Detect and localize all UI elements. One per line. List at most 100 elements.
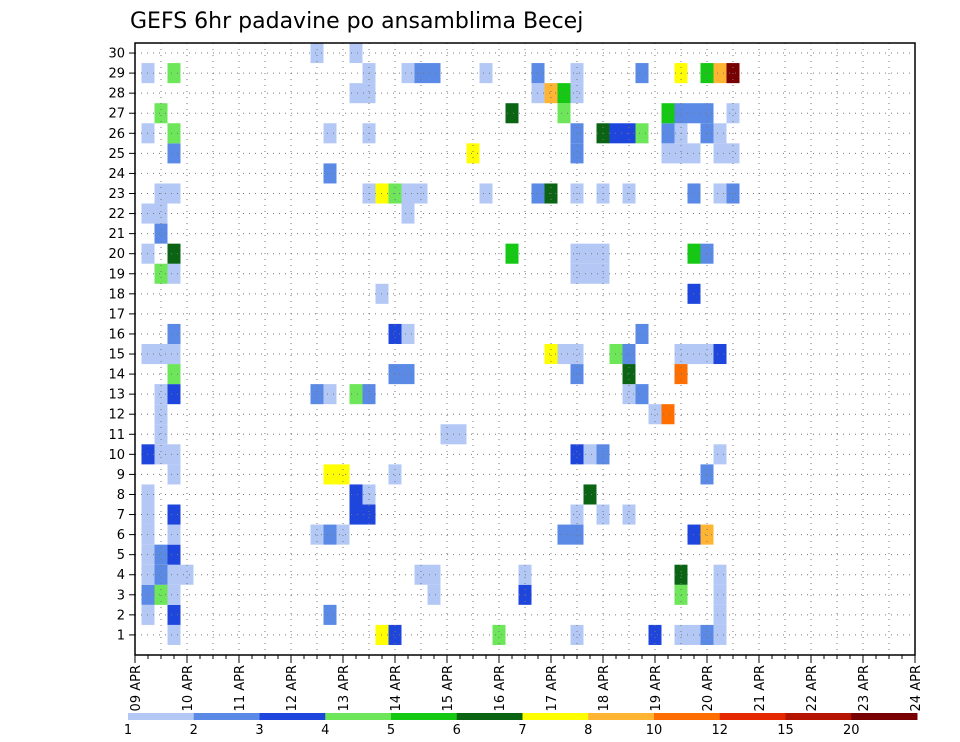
heatmap-cell bbox=[388, 323, 402, 344]
x-tick-label: 16 APR bbox=[493, 665, 508, 711]
heatmap-cell bbox=[401, 364, 415, 385]
colorbar-segment bbox=[654, 713, 721, 720]
heatmap-cell bbox=[661, 143, 675, 164]
y-tick-label: 2 bbox=[117, 608, 125, 623]
heatmap-cell bbox=[154, 263, 168, 284]
colorbar-segment bbox=[259, 713, 326, 720]
heatmap-cell bbox=[323, 123, 337, 144]
heatmap-cell bbox=[557, 83, 571, 104]
y-tick-label: 19 bbox=[108, 267, 125, 282]
colorbar-segment bbox=[719, 713, 786, 720]
heatmap-cell bbox=[154, 103, 168, 124]
x-tick-label: 18 APR bbox=[597, 665, 612, 711]
x-axis-ticks: 09 APR 10 APR 11 APR 12 APR 13 APR 14 APR 15 A… bbox=[129, 655, 924, 711]
heatmap-cell bbox=[479, 63, 493, 84]
y-tick-label: 27 bbox=[108, 107, 125, 122]
heatmap-cell bbox=[700, 464, 714, 485]
heatmap-cell bbox=[388, 624, 402, 645]
heatmap-cell bbox=[700, 624, 714, 645]
y-tick-label: 1 bbox=[117, 628, 125, 643]
heatmap-cell bbox=[427, 564, 441, 585]
heatmap-cell bbox=[154, 544, 168, 565]
colorbar-label: 7 bbox=[518, 723, 526, 738]
y-tick-label: 30 bbox=[108, 47, 125, 62]
x-tick-label: 21 APR bbox=[753, 665, 768, 711]
y-tick-label: 5 bbox=[117, 548, 125, 563]
y-tick-label: 9 bbox=[117, 468, 125, 483]
colorbar-label: 4 bbox=[321, 723, 329, 738]
heatmap-cell bbox=[167, 343, 181, 365]
heatmap-cell bbox=[661, 103, 675, 124]
heatmap-cell bbox=[570, 263, 584, 284]
colorbar-label: 3 bbox=[255, 723, 263, 738]
y-tick-label: 14 bbox=[108, 368, 125, 383]
heatmap-cell bbox=[167, 364, 181, 385]
colorbar-segment bbox=[128, 713, 195, 720]
heatmap-cell bbox=[635, 323, 649, 344]
heatmap-cell bbox=[323, 524, 337, 545]
x-tick-label: 10 APR bbox=[181, 665, 196, 711]
colorbar-segment bbox=[785, 713, 852, 720]
heatmap-cell bbox=[349, 484, 363, 505]
y-tick-label: 18 bbox=[108, 287, 125, 302]
heatmap-cell bbox=[713, 564, 727, 585]
colorbar-label: 2 bbox=[190, 723, 198, 738]
colorbar-label: 8 bbox=[584, 723, 592, 738]
heatmap-cell bbox=[544, 83, 558, 104]
heatmap-cell bbox=[713, 584, 727, 605]
heatmap-cell bbox=[661, 123, 675, 144]
heatmap-cell bbox=[713, 624, 727, 645]
x-tick-label: 15 APR bbox=[441, 665, 456, 711]
heatmap-cell bbox=[414, 564, 428, 585]
x-tick-label: 14 APR bbox=[389, 665, 404, 711]
heatmap-cell bbox=[583, 243, 597, 264]
y-tick-label: 23 bbox=[108, 187, 125, 202]
heatmap-cell bbox=[310, 524, 324, 545]
heatmap-cell bbox=[154, 564, 168, 585]
x-tick-label: 13 APR bbox=[337, 665, 352, 711]
y-tick-label: 15 bbox=[108, 348, 125, 363]
x-tick-label: 09 APR bbox=[129, 665, 144, 711]
heatmap-cell bbox=[323, 384, 337, 405]
heatmap-cell bbox=[167, 524, 181, 545]
heatmap-cell bbox=[336, 464, 350, 485]
heatmap-cell bbox=[570, 524, 584, 545]
colorbar-segment bbox=[193, 713, 260, 720]
y-tick-label: 20 bbox=[108, 247, 125, 262]
heatmap-cell bbox=[401, 63, 415, 84]
y-tick-label: 10 bbox=[108, 448, 125, 463]
heatmap-cell bbox=[713, 444, 727, 465]
x-tick-label: 24 APR bbox=[909, 665, 924, 711]
colorbar-label: 1 bbox=[124, 723, 132, 738]
heatmap-cell bbox=[583, 484, 597, 505]
y-tick-label: 3 bbox=[117, 588, 125, 603]
heatmap-cell bbox=[570, 444, 584, 465]
x-tick-label: 19 APR bbox=[649, 665, 664, 711]
colorbar-label: 10 bbox=[646, 723, 663, 738]
y-tick-label: 11 bbox=[108, 428, 125, 443]
heatmap-cell bbox=[167, 464, 181, 485]
heatmap-cell bbox=[622, 384, 636, 405]
y-tick-label: 24 bbox=[108, 167, 125, 182]
heatmap-cell bbox=[154, 584, 168, 605]
y-tick-label: 25 bbox=[108, 147, 125, 162]
heatmap-cell bbox=[622, 343, 636, 365]
colorbar-segment bbox=[325, 713, 392, 720]
heatmap-cell bbox=[583, 444, 597, 465]
y-tick-label: 29 bbox=[108, 67, 125, 82]
heatmap-cell bbox=[479, 183, 493, 204]
heatmap-cell bbox=[167, 183, 181, 204]
heatmap-cell bbox=[492, 624, 506, 645]
heatmap-cell bbox=[167, 384, 181, 405]
y-tick-label: 6 bbox=[117, 528, 125, 543]
heatmap-cell bbox=[167, 263, 181, 284]
heatmap-cell bbox=[622, 364, 636, 385]
heatmap-cell bbox=[349, 504, 363, 525]
y-tick-label: 28 bbox=[108, 87, 125, 102]
heatmap-cell bbox=[154, 444, 168, 465]
colorbar-segment bbox=[851, 713, 918, 720]
heatmap-cell bbox=[323, 464, 337, 485]
heatmap-cell bbox=[713, 604, 727, 625]
heatmap-cell bbox=[167, 123, 181, 144]
heatmap-cell bbox=[154, 203, 168, 224]
